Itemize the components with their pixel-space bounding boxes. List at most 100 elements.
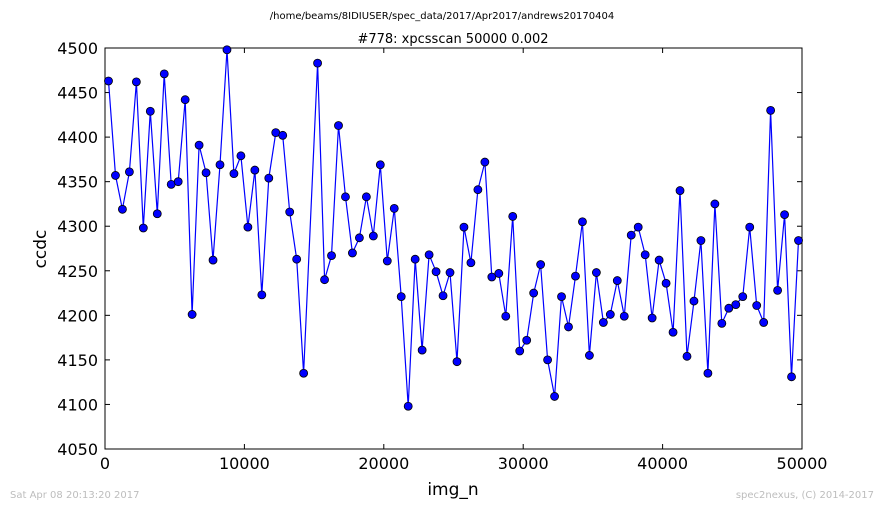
data-point: [424, 250, 434, 260]
data-point: [327, 251, 336, 261]
data-point: [292, 254, 302, 264]
data-point: [682, 351, 692, 361]
y-tick-label: 4300: [57, 217, 98, 236]
data-point: [341, 192, 350, 202]
data-point: [194, 140, 204, 150]
data-point: [104, 76, 113, 86]
data-point: [473, 185, 483, 195]
data-point: [124, 167, 134, 177]
data-point: [159, 69, 169, 79]
data-point: [452, 357, 462, 367]
chart-title: #778: xpcsscan 50000 0.002: [357, 32, 548, 47]
data-point: [591, 268, 601, 277]
data-point: [717, 318, 727, 328]
data-point: [131, 77, 141, 87]
data-point: [257, 290, 267, 300]
data-point: [382, 256, 392, 266]
data-point: [348, 248, 357, 258]
data-point: [417, 345, 427, 355]
data-point: [626, 230, 636, 240]
data-point: [557, 292, 566, 302]
data-point: [138, 223, 148, 233]
data-point: [445, 268, 455, 277]
x-tick-label: 40000: [637, 454, 688, 473]
data-point: [759, 318, 769, 327]
data-point: [180, 95, 190, 105]
data-point: [668, 327, 678, 337]
data-point: [208, 255, 218, 265]
y-axis-label: ccdc: [31, 230, 51, 269]
data-point: [543, 355, 552, 365]
footer-timestamp: Sat Apr 08 20:13:20 2017: [10, 490, 140, 501]
y-tick-label: 4050: [57, 440, 98, 459]
x-tick-label: 50000: [777, 454, 828, 473]
data-point: [654, 255, 664, 265]
data-point: [361, 192, 371, 202]
data-point: [173, 177, 183, 187]
x-tick-label: 0: [100, 454, 110, 473]
data-point: [375, 160, 385, 170]
data-point: [515, 346, 525, 356]
y-tick-label: 4400: [57, 128, 98, 147]
data-point: [787, 372, 796, 382]
data-point: [243, 222, 253, 232]
figure-supertitle: /home/beams/8IDIUSER/spec_data/2017/Apr2…: [270, 11, 614, 22]
data-point: [696, 236, 706, 245]
data-point: [334, 121, 343, 130]
data-point: [773, 285, 783, 295]
data-point: [724, 303, 734, 313]
data-point: [222, 45, 232, 55]
data-point: [536, 260, 546, 269]
data-point: [529, 288, 539, 298]
data-point: [431, 267, 441, 277]
data-point: [738, 292, 748, 302]
data-point: [459, 222, 469, 232]
data-point: [508, 212, 518, 221]
x-tick-label: 20000: [358, 454, 409, 473]
data-point: [578, 217, 587, 227]
data-point: [619, 311, 629, 321]
data-point: [780, 210, 789, 220]
data-point: [564, 322, 573, 332]
y-tick-label: 4450: [57, 84, 98, 103]
data-point: [612, 276, 622, 285]
data-point: [389, 203, 399, 213]
footer-credit: spec2nexus, (C) 2014-2017: [736, 490, 874, 501]
data-point: [403, 401, 413, 411]
data-point: [647, 313, 657, 323]
y-tick-label: 4100: [57, 395, 98, 414]
plot-area: 0 10000 20000 30000 40000 50000 4050 4100 4150 42…: [57, 39, 827, 473]
data-point: [145, 106, 155, 116]
data-point: [501, 311, 511, 321]
data-point: [752, 301, 762, 310]
data-point: [264, 173, 274, 183]
series-line: [107, 49, 800, 407]
x-axis-label: img_n: [427, 480, 478, 500]
data-point: [522, 335, 532, 345]
data-point: [313, 58, 322, 68]
data-point: [550, 392, 559, 401]
data-point: [633, 222, 643, 232]
data-point: [236, 151, 246, 161]
data-point: [438, 291, 448, 301]
data-point: [640, 250, 650, 260]
data-point: [215, 160, 225, 170]
y-tick-label: 4500: [57, 39, 98, 58]
y-tick-label: 4200: [57, 306, 98, 325]
data-point: [320, 275, 329, 285]
data-point: [494, 269, 504, 278]
data-point: [201, 168, 211, 178]
data-point: [794, 236, 803, 245]
data-point: [605, 310, 615, 319]
data-point: [466, 258, 476, 268]
data-point: [278, 130, 288, 140]
data-point: [598, 318, 608, 327]
y-tick-label: 4250: [57, 262, 98, 281]
data-point: [585, 351, 594, 360]
data-point: [661, 278, 671, 288]
data-point: [766, 105, 776, 115]
data-point: [285, 207, 295, 217]
x-tick-label: 30000: [498, 454, 549, 473]
data-point: [396, 292, 406, 302]
data-point: [731, 300, 741, 310]
